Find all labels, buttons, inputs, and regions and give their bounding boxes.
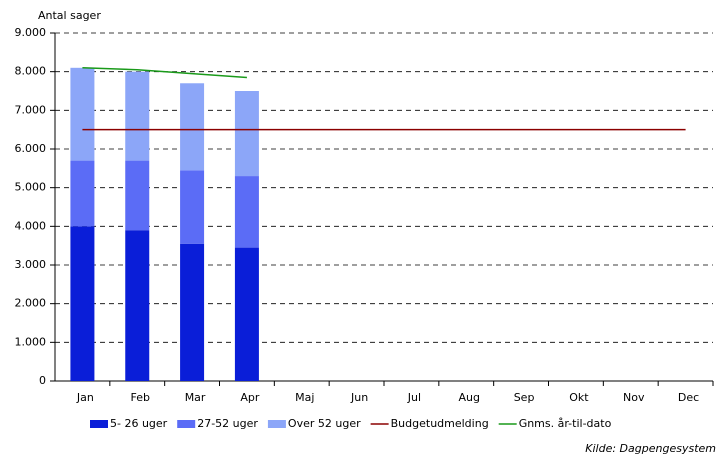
y-tick-label: 3.000 bbox=[15, 258, 47, 271]
legend-label: Gnms. år-til-dato bbox=[519, 417, 612, 430]
legend-label: 5- 26 uger bbox=[110, 417, 168, 430]
bar-segment bbox=[180, 170, 205, 244]
y-tick-label: 7.000 bbox=[15, 103, 47, 116]
legend-label: Over 52 uger bbox=[288, 417, 361, 430]
legend-swatch bbox=[177, 420, 196, 428]
y-tick-label: 0 bbox=[39, 374, 46, 387]
bar-segment bbox=[180, 243, 205, 381]
y-axis-label: Antal sager bbox=[38, 9, 101, 22]
legend-swatch bbox=[90, 420, 108, 428]
bar-segment bbox=[234, 247, 259, 381]
x-tick-label: Feb bbox=[131, 391, 150, 404]
x-tick-label: Dec bbox=[678, 391, 699, 404]
bar-segment bbox=[234, 91, 259, 177]
x-tick-label: Jan bbox=[76, 391, 94, 404]
x-tick-label: Apr bbox=[240, 391, 260, 404]
y-tick-label: 4.000 bbox=[15, 219, 47, 232]
legend-swatch bbox=[267, 420, 286, 428]
line-series bbox=[82, 67, 247, 79]
y-tick-label: 6.000 bbox=[15, 142, 47, 155]
y-tick-label: 1.000 bbox=[15, 335, 47, 348]
x-tick-label: Aug bbox=[459, 391, 480, 404]
bar-segment bbox=[125, 71, 150, 161]
x-tick-label: Jun bbox=[350, 391, 368, 404]
source: Kilde: Dagpengesystem bbox=[585, 442, 716, 455]
y-tick-label: 2.000 bbox=[15, 297, 47, 310]
x-tick-label: Okt bbox=[569, 391, 589, 404]
x-tick-label: Sep bbox=[514, 391, 535, 404]
y-tick-label: 5.000 bbox=[15, 181, 47, 194]
legend-label: Budgetudmelding bbox=[391, 417, 489, 430]
bar-segment bbox=[70, 226, 95, 381]
bar-segment bbox=[70, 67, 95, 161]
x-tick-label: Maj bbox=[295, 391, 314, 404]
legend-label: 27-52 uger bbox=[197, 417, 258, 430]
x-tick-label: Mar bbox=[185, 391, 206, 404]
x-tick-label: Nov bbox=[623, 391, 645, 404]
bar-segment bbox=[125, 230, 150, 381]
y-tick-label: 9.000 bbox=[15, 26, 47, 39]
y-tick-label: 8.000 bbox=[15, 65, 47, 78]
bar-segment bbox=[234, 176, 259, 248]
bar-segment bbox=[180, 83, 205, 171]
x-tick-label: Jul bbox=[407, 391, 421, 404]
bar-segment bbox=[70, 160, 95, 227]
bar-segment bbox=[125, 160, 150, 231]
